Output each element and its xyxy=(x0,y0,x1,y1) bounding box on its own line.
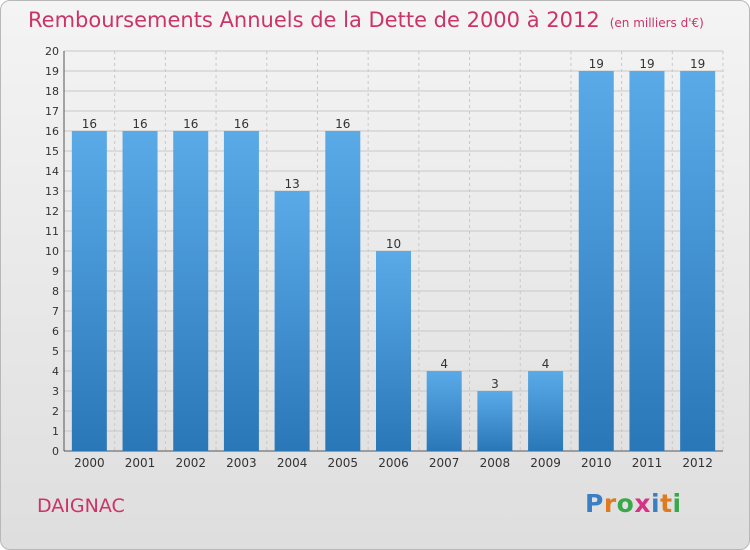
logo-letter: o xyxy=(616,489,635,518)
data-label: 16 xyxy=(234,117,249,131)
y-tick-label: 1 xyxy=(52,425,59,438)
data-label: 4 xyxy=(440,357,448,371)
y-tick-label: 18 xyxy=(45,85,59,98)
x-tick-label: 2009 xyxy=(530,456,561,470)
data-label: 3 xyxy=(491,377,499,391)
y-tick-label: 17 xyxy=(45,105,59,118)
proxiti-logo: Proxiti xyxy=(585,489,682,518)
bar xyxy=(274,191,310,451)
chart-title: Remboursements Annuels de la Dette de 20… xyxy=(28,8,600,32)
chart-title-block: Remboursements Annuels de la Dette de 20… xyxy=(28,8,704,32)
y-tick-label: 13 xyxy=(45,185,59,198)
bar xyxy=(376,251,411,451)
logo-letter: i xyxy=(672,489,682,518)
y-tick-label: 0 xyxy=(52,445,59,458)
logo-letter: P xyxy=(585,489,604,518)
y-tick-label: 16 xyxy=(45,125,59,138)
bar xyxy=(477,391,513,451)
y-tick-label: 6 xyxy=(52,325,59,338)
y-tick-label: 2 xyxy=(52,405,59,418)
y-tick-label: 11 xyxy=(45,225,59,238)
y-tick-label: 15 xyxy=(45,145,59,158)
x-tick-label: 2011 xyxy=(632,456,663,470)
data-label: 4 xyxy=(542,357,550,371)
chart-subtitle: (en milliers d'€) xyxy=(609,16,704,30)
bar xyxy=(528,371,564,451)
y-tick-label: 14 xyxy=(45,165,59,178)
logo-letter: r xyxy=(603,489,617,518)
y-tick-label: 20 xyxy=(45,45,59,58)
y-tick-label: 7 xyxy=(52,305,59,318)
x-tick-label: 2005 xyxy=(328,456,359,470)
data-label: 16 xyxy=(82,117,97,131)
x-tick-label: 2007 xyxy=(429,456,460,470)
bar xyxy=(223,131,259,451)
y-tick-label: 4 xyxy=(52,365,59,378)
x-tick-label: 2004 xyxy=(277,456,308,470)
x-tick-label: 2008 xyxy=(480,456,511,470)
commune-name: DAIGNAC xyxy=(37,495,125,517)
bar xyxy=(578,71,614,451)
bar xyxy=(122,131,158,451)
y-tick-label: 5 xyxy=(52,345,59,358)
data-label: 19 xyxy=(690,57,705,71)
x-tick-label: 2010 xyxy=(581,456,612,470)
x-tick-label: 2012 xyxy=(682,456,713,470)
x-tick-label: 2006 xyxy=(378,456,409,470)
data-label: 16 xyxy=(132,117,147,131)
y-tick-label: 8 xyxy=(52,285,59,298)
x-tick-label: 2000 xyxy=(74,456,105,470)
logo-letter: x xyxy=(634,489,651,518)
logo-letter: t xyxy=(660,489,673,518)
data-label: 16 xyxy=(183,117,198,131)
bar xyxy=(426,371,462,451)
y-tick-label: 3 xyxy=(52,385,59,398)
x-tick-label: 2002 xyxy=(175,456,206,470)
data-label: 13 xyxy=(284,177,299,191)
x-tick-label: 2003 xyxy=(226,456,257,470)
data-label: 19 xyxy=(639,57,654,71)
bar xyxy=(71,131,107,451)
y-tick-label: 12 xyxy=(45,205,59,218)
bar xyxy=(325,131,361,451)
data-label: 10 xyxy=(386,237,401,251)
bar xyxy=(680,71,716,451)
x-tick-label: 2001 xyxy=(125,456,156,470)
bar xyxy=(173,131,209,451)
logo-letter: i xyxy=(651,489,661,518)
data-label: 16 xyxy=(335,117,350,131)
y-tick-label: 9 xyxy=(52,265,59,278)
data-label: 19 xyxy=(589,57,604,71)
y-tick-label: 19 xyxy=(45,65,59,78)
bar xyxy=(629,71,665,451)
y-tick-label: 10 xyxy=(45,245,59,258)
